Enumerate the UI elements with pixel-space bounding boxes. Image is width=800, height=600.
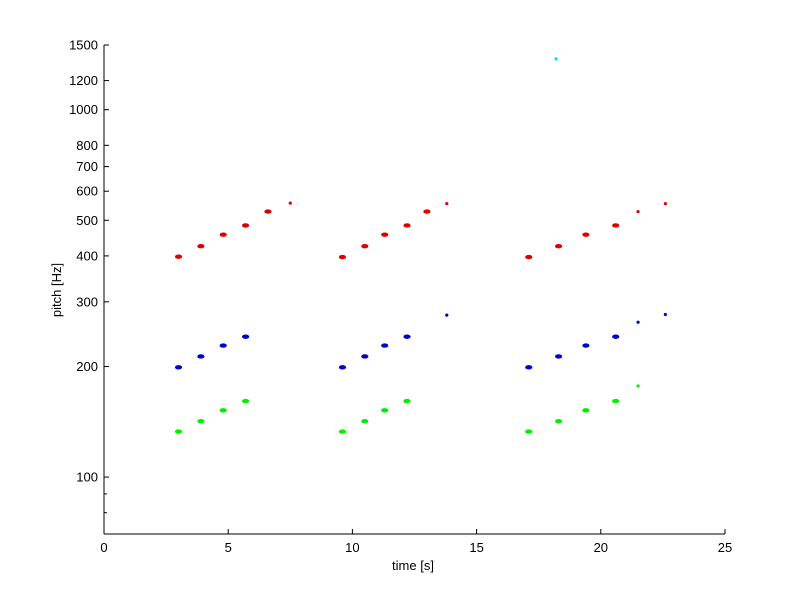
data-point [636,384,640,388]
data-point [423,209,431,214]
data-points [174,57,667,434]
data-point [663,312,667,317]
data-point [582,232,590,237]
data-point [241,334,250,339]
data-point [338,429,347,434]
series-3 [554,57,558,61]
data-point [525,365,533,370]
data-point [338,365,347,370]
x-tick-label: 15 [469,540,483,555]
x-axis-label: time [s] [392,558,434,573]
y-axis-label: pitch [Hz] [49,263,64,317]
data-point [636,209,640,214]
data-point [241,398,250,404]
data-point [361,354,369,359]
series-1 [174,312,667,370]
data-point [381,343,389,348]
data-point [219,232,227,237]
y-tick-label: 1500 [69,38,98,53]
data-point [612,398,620,404]
data-point [264,209,272,214]
data-point [582,408,590,413]
data-point [197,354,205,359]
y-tick-label: 100 [76,470,98,485]
data-point [554,57,558,61]
y-tick-label: 500 [76,213,98,228]
x-tick-label: 20 [594,540,608,555]
y-tick-label: 800 [76,138,98,153]
data-point [612,223,620,228]
data-point [174,429,183,434]
y-ticks: 100 200 300 400 500 600 700 800 1000 1200 1500 [69,38,109,514]
data-point [219,408,227,413]
series-0 [174,201,667,260]
data-point [445,202,449,206]
data-point [525,429,533,434]
data-point [403,334,411,339]
data-point [174,254,183,259]
data-point [219,343,227,348]
data-point [554,418,563,424]
y-tick-label: 200 [76,359,98,374]
data-point [197,418,205,424]
x-tick-label: 25 [718,540,732,555]
data-point [174,365,183,370]
y-tick-label: 700 [76,159,98,174]
data-point [288,201,292,205]
data-point [582,343,590,348]
y-tick-label: 300 [76,294,98,309]
data-point [197,244,205,249]
data-point [445,313,449,317]
data-point [338,254,347,260]
data-point [361,418,369,424]
data-point [554,244,563,249]
y-tick-label: 400 [76,248,98,263]
x-tick-label: 10 [345,540,359,555]
data-point [525,254,533,260]
data-point [554,354,563,359]
data-point [361,244,369,249]
x-ticks: 0 5 10 15 20 25 [100,529,732,555]
data-point [403,398,411,404]
x-tick-label: 5 [225,540,232,555]
series-2 [174,384,640,434]
x-tick-label: 0 [100,540,107,555]
y-tick-label: 1200 [69,73,98,88]
data-point [612,334,620,339]
data-point [636,320,640,324]
data-point [241,223,250,228]
y-tick-label: 600 [76,184,98,199]
data-point [381,408,389,413]
axes [103,45,725,535]
data-point [381,232,389,237]
y-tick-label: 1000 [69,102,98,117]
data-point [403,223,411,228]
data-point [663,202,667,206]
